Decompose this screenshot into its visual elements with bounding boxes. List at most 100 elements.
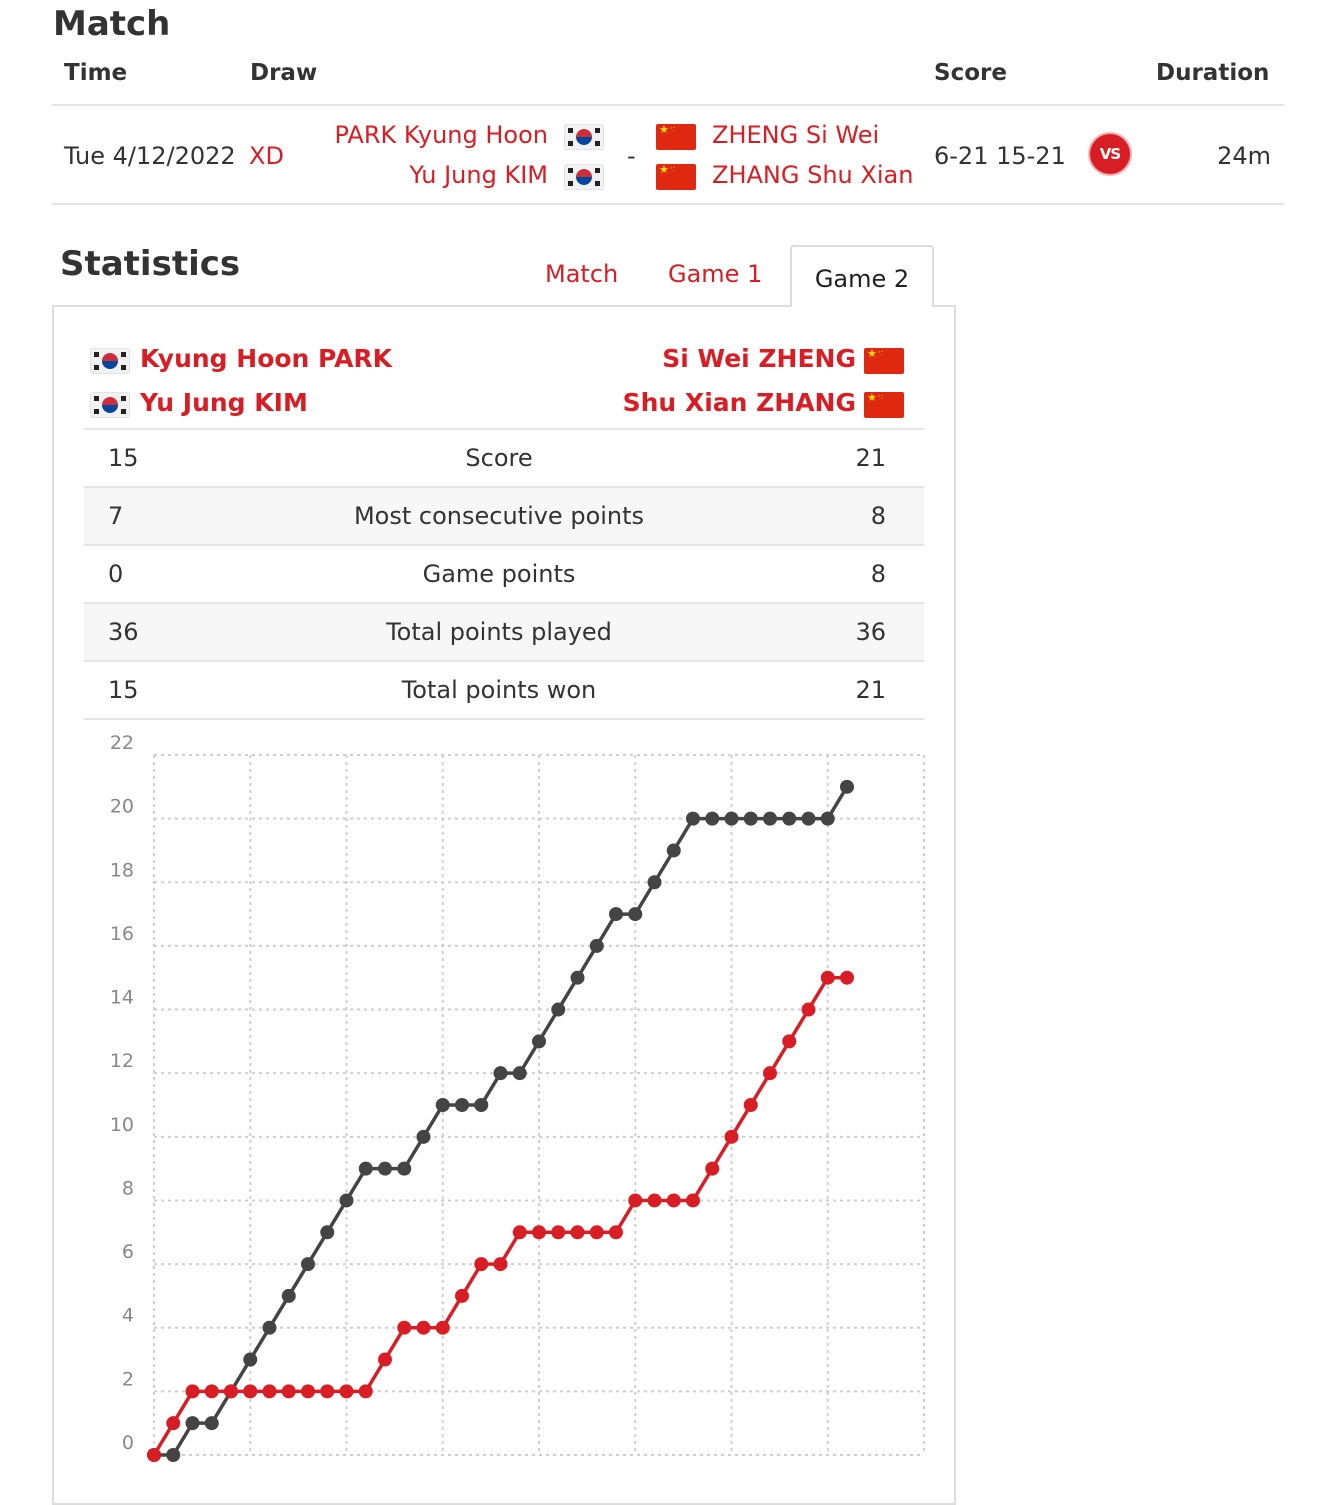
data-point bbox=[570, 970, 585, 985]
data-point bbox=[166, 1416, 181, 1431]
data-point bbox=[724, 1129, 739, 1144]
data-point bbox=[397, 1161, 412, 1176]
data-point bbox=[281, 1288, 296, 1303]
stat-row-game-points: 0 Game points 8 bbox=[84, 544, 924, 602]
vs-icon[interactable]: VS bbox=[1090, 134, 1130, 174]
data-point bbox=[166, 1448, 181, 1462]
data-point bbox=[724, 811, 739, 826]
match-table: Time Draw Score Duration Tue 4/12/2022 X… bbox=[52, 54, 1284, 205]
draw-header: Draw bbox=[250, 60, 318, 86]
statistics-title: Statistics bbox=[60, 244, 241, 284]
data-point bbox=[493, 1066, 508, 1081]
stat-label: Game points bbox=[422, 560, 576, 588]
stat-right-value: 21 bbox=[855, 444, 886, 472]
y-tick-label: 20 bbox=[110, 796, 134, 818]
data-point bbox=[532, 1225, 546, 1240]
stat-label: Score bbox=[465, 444, 533, 472]
team2-player2-name[interactable]: Shu Xian ZHANG bbox=[622, 388, 856, 417]
y-tick-label: 22 bbox=[110, 732, 134, 754]
data-point bbox=[474, 1257, 489, 1272]
y-tick-label: 8 bbox=[122, 1177, 134, 1199]
y-tick-label: 0 bbox=[122, 1432, 134, 1454]
korea-flag-icon bbox=[564, 124, 604, 150]
data-point bbox=[262, 1384, 277, 1399]
data-point bbox=[840, 970, 854, 985]
header-divider bbox=[52, 104, 1284, 106]
team1-player1-name[interactable]: Kyung Hoon PARK bbox=[140, 344, 393, 373]
data-point bbox=[243, 1352, 258, 1367]
data-point bbox=[551, 1002, 566, 1017]
data-point bbox=[320, 1384, 335, 1399]
data-point bbox=[512, 1225, 527, 1240]
data-point bbox=[647, 875, 662, 890]
team2-player1-name[interactable]: Si Wei ZHENG bbox=[662, 344, 856, 373]
y-tick-label: 12 bbox=[110, 1050, 134, 1072]
data-point bbox=[339, 1193, 354, 1208]
data-point bbox=[628, 1193, 643, 1208]
data-point bbox=[763, 811, 777, 826]
draw-link[interactable]: XD bbox=[249, 142, 284, 170]
data-point bbox=[705, 811, 720, 826]
data-point bbox=[609, 907, 623, 922]
stat-row-consecutive: 7 Most consecutive points 8 bbox=[84, 486, 924, 544]
stat-row-points-played: 36 Total points played 36 bbox=[84, 602, 924, 660]
stat-left-value: 15 bbox=[108, 676, 139, 704]
team1-player1-link[interactable]: PARK Kyung Hoon bbox=[334, 121, 548, 149]
data-point bbox=[840, 779, 854, 794]
y-tick-label: 16 bbox=[110, 923, 134, 945]
y-tick-label: 4 bbox=[122, 1305, 134, 1327]
data-point bbox=[589, 938, 604, 953]
data-point bbox=[493, 1257, 508, 1272]
data-point bbox=[647, 1193, 662, 1208]
data-point bbox=[224, 1384, 238, 1399]
data-point bbox=[474, 1098, 489, 1112]
data-point bbox=[455, 1288, 469, 1303]
data-point bbox=[243, 1384, 258, 1399]
stat-left-value: 7 bbox=[108, 502, 124, 530]
team1-player2-link[interactable]: Yu Jung KIM bbox=[409, 161, 548, 189]
korea-flag-icon bbox=[90, 348, 130, 374]
data-point bbox=[378, 1352, 392, 1367]
stat-right-value: 8 bbox=[870, 502, 886, 530]
data-point bbox=[686, 1193, 700, 1208]
data-point bbox=[455, 1098, 469, 1112]
stat-row-score: 15 Score 21 bbox=[84, 428, 924, 486]
data-point bbox=[666, 843, 681, 858]
data-point bbox=[820, 811, 835, 826]
stat-row-points-won: 15 Total points won 21 bbox=[84, 660, 924, 720]
team2-player2-link[interactable]: ZHANG Shu Xian bbox=[712, 161, 914, 189]
data-point bbox=[416, 1320, 431, 1335]
data-point bbox=[666, 1193, 681, 1208]
score-progression-chart: 0 2 4 6 8 10 12 14 16 18 20 22 bbox=[110, 732, 925, 1462]
data-point bbox=[686, 811, 700, 826]
stat-left-value: 15 bbox=[108, 444, 139, 472]
tab-game-2[interactable]: Game 2 bbox=[790, 245, 934, 307]
data-point bbox=[320, 1225, 335, 1240]
series-line bbox=[152, 975, 847, 1456]
y-tick-label: 18 bbox=[110, 859, 134, 881]
tab-game-1[interactable]: Game 1 bbox=[668, 260, 763, 288]
y-tick-label: 6 bbox=[122, 1241, 134, 1263]
data-point bbox=[570, 1225, 585, 1240]
match-title: Match bbox=[53, 4, 171, 44]
data-point bbox=[185, 1384, 200, 1399]
stat-right-value: 21 bbox=[855, 676, 886, 704]
data-point bbox=[358, 1161, 373, 1176]
tab-match[interactable]: Match bbox=[545, 260, 619, 288]
team1-player2-name[interactable]: Yu Jung KIM bbox=[140, 388, 308, 417]
china-flag-icon bbox=[864, 348, 904, 374]
data-point bbox=[801, 1002, 816, 1017]
time-header: Time bbox=[64, 60, 128, 86]
stat-label: Most consecutive points bbox=[353, 502, 645, 530]
y-tick-label: 14 bbox=[110, 987, 134, 1009]
data-point bbox=[589, 1225, 604, 1240]
data-point bbox=[185, 1416, 200, 1431]
match-score: 6-21 15-21 bbox=[934, 142, 1066, 170]
china-flag-icon bbox=[656, 124, 696, 150]
data-point bbox=[551, 1225, 566, 1240]
stat-label: Total points played bbox=[386, 618, 612, 646]
stat-right-value: 36 bbox=[855, 618, 886, 646]
score-header: Score bbox=[934, 60, 1007, 86]
data-point bbox=[743, 1098, 758, 1112]
team2-player1-link[interactable]: ZHENG Si Wei bbox=[712, 121, 880, 149]
